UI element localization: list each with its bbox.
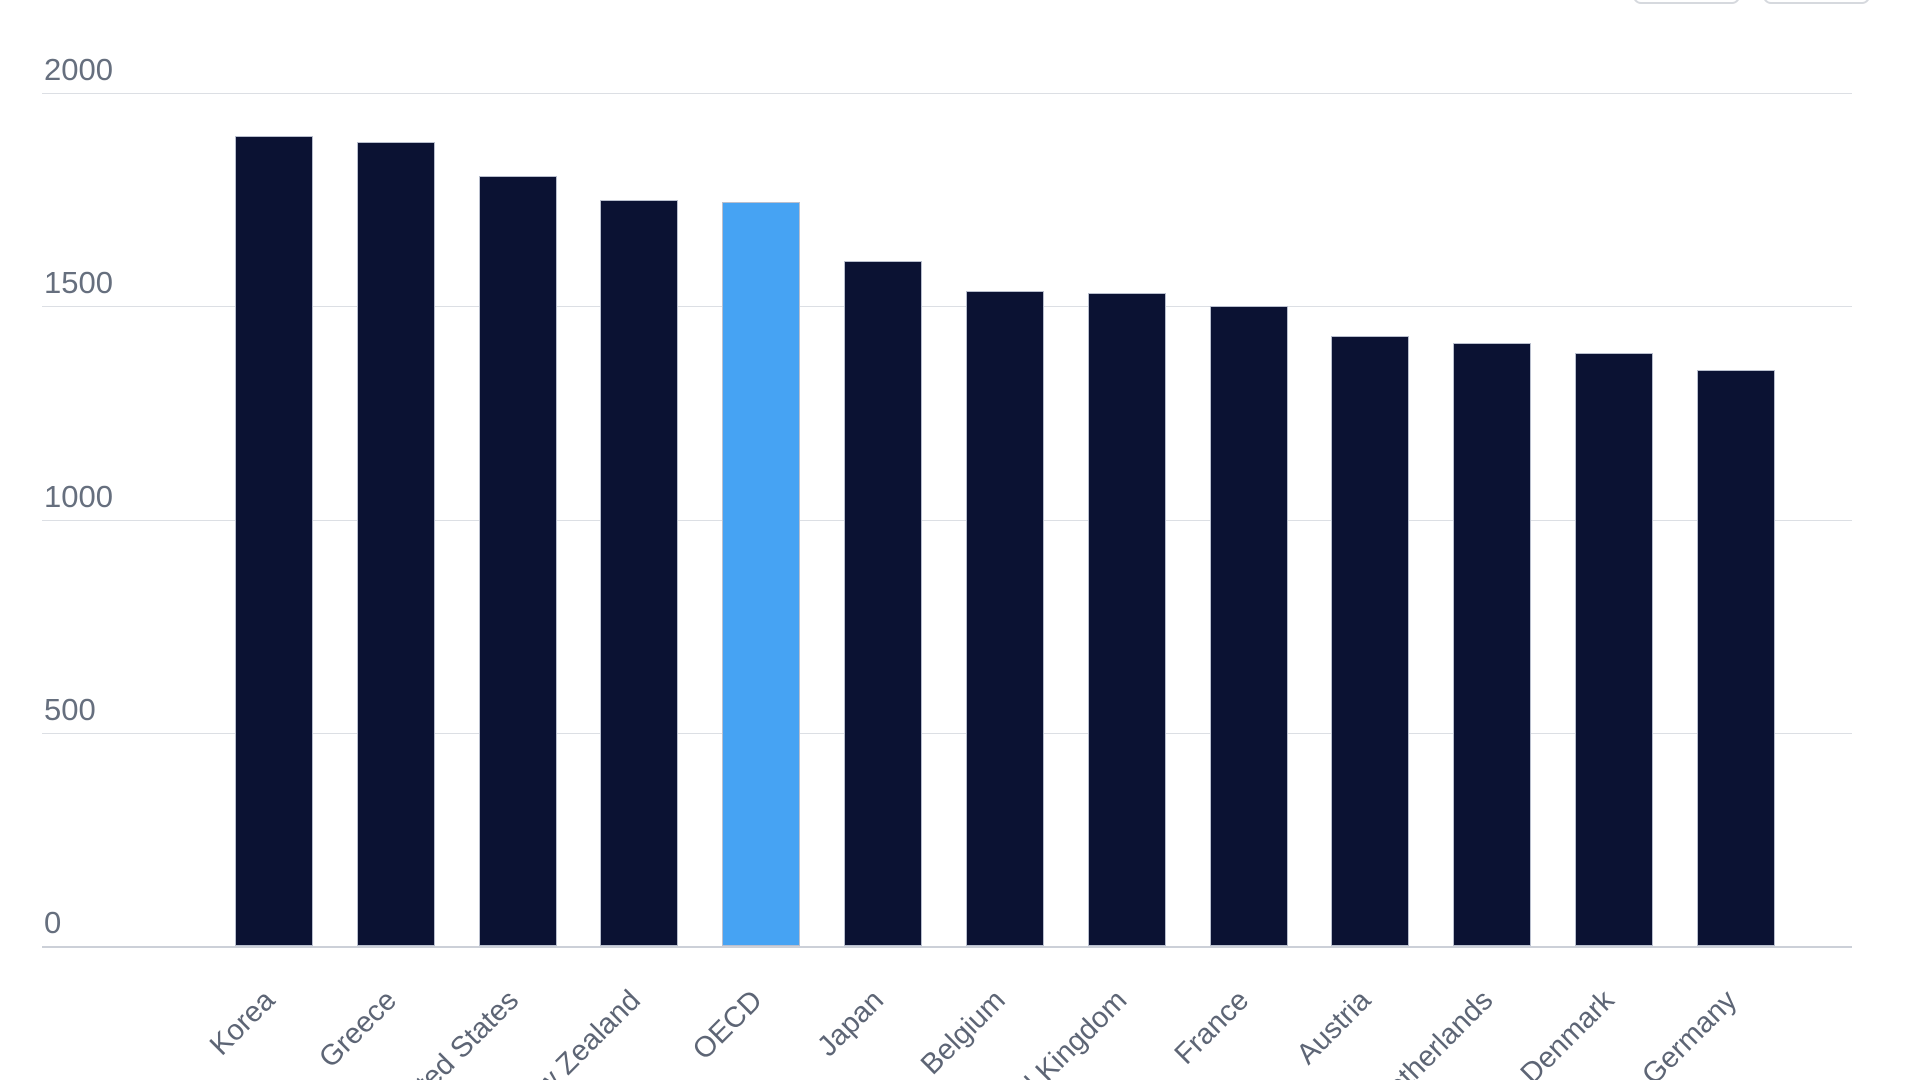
x-axis-label-greece: Greece [312, 984, 403, 1075]
x-axis-label-new-zealand: New Zealand [502, 984, 647, 1080]
bar-korea[interactable] [235, 136, 313, 946]
gridline-y-2000 [42, 93, 1852, 94]
bar-greece[interactable] [357, 142, 435, 946]
bar-france[interactable] [1210, 306, 1288, 946]
y-axis-tick-label-1500: 1500 [44, 265, 113, 300]
y-axis-tick-label-500: 500 [44, 692, 96, 727]
toolbar-button-2[interactable] [1763, 0, 1870, 4]
bar-japan[interactable] [844, 261, 922, 946]
x-axis-label-germany: Germany [1635, 984, 1743, 1080]
x-axis-label-united-states: United States [378, 984, 525, 1080]
bar-austria[interactable] [1331, 336, 1409, 946]
toolbar-button-1[interactable] [1633, 0, 1740, 4]
gridline-y-0 [42, 946, 1852, 948]
bar-germany[interactable] [1697, 370, 1775, 946]
bar-united-states[interactable] [479, 176, 557, 946]
bar-oecd[interactable] [722, 202, 800, 946]
x-axis-label-france: France [1169, 984, 1256, 1071]
bar-belgium[interactable] [966, 291, 1044, 946]
bar-netherlands[interactable] [1453, 343, 1531, 946]
bar-denmark[interactable] [1575, 353, 1653, 946]
x-axis-label-oecd: OECD [686, 984, 769, 1067]
x-axis-label-netherlands: Netherlands [1366, 984, 1500, 1080]
y-axis-tick-label-1000: 1000 [44, 479, 113, 514]
bar-new-zealand[interactable] [600, 200, 678, 946]
gridline-y-1500 [42, 306, 1852, 307]
x-axis-label-austria: Austria [1290, 984, 1378, 1071]
y-axis-tick-label-0: 0 [44, 905, 62, 940]
x-axis-label-denmark: Denmark [1515, 984, 1622, 1080]
x-axis-label-belgium: Belgium [915, 984, 1012, 1080]
y-axis-tick-label-2000: 2000 [44, 52, 113, 87]
gridline-y-1000 [42, 520, 1852, 521]
gridline-y-500 [42, 733, 1852, 734]
x-axis-label-japan: Japan [811, 984, 891, 1063]
bar-united-kingdom[interactable] [1088, 293, 1166, 946]
x-axis-label-korea: Korea [203, 984, 281, 1062]
